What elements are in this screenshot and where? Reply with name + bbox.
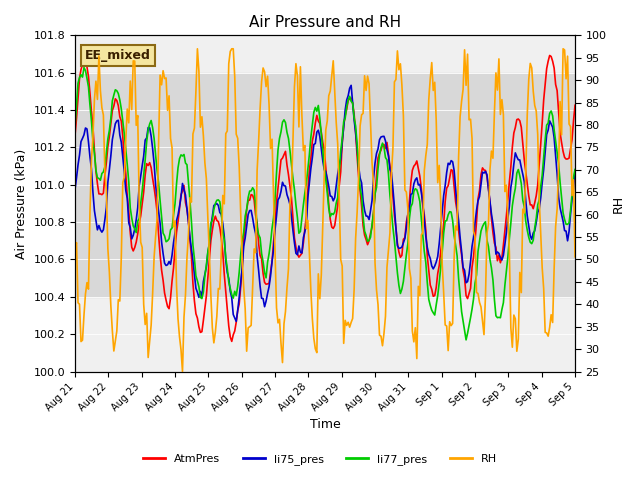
Title: Air Pressure and RH: Air Pressure and RH — [249, 15, 401, 30]
Y-axis label: Air Pressure (kPa): Air Pressure (kPa) — [15, 148, 28, 259]
Legend: AtmPres, li75_pres, li77_pres, RH: AtmPres, li75_pres, li77_pres, RH — [139, 450, 501, 469]
Bar — [75, 72, 575, 297]
Text: EE_mixed: EE_mixed — [85, 49, 151, 62]
Y-axis label: RH: RH — [612, 194, 625, 213]
X-axis label: Time: Time — [310, 419, 340, 432]
